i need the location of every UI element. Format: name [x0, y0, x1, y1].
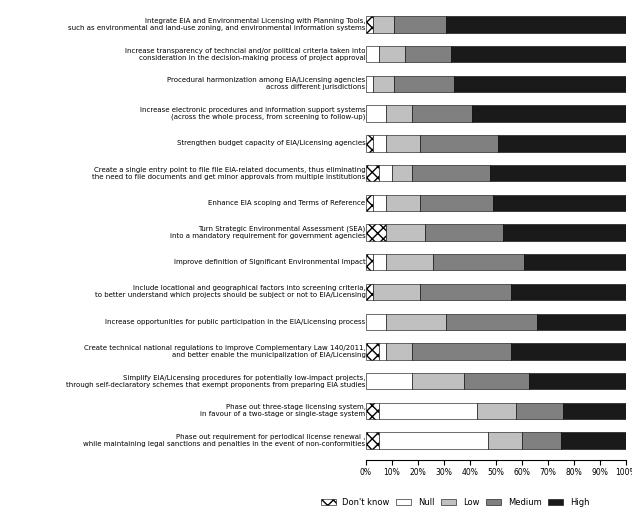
Bar — [446, 16, 626, 33]
Bar — [386, 135, 420, 151]
Bar — [488, 432, 521, 449]
Bar — [386, 195, 420, 211]
Bar — [530, 373, 626, 389]
Bar — [374, 284, 420, 300]
Text: Strengthen budget capacity of EIA/Licensing agencies: Strengthen budget capacity of EIA/Licens… — [177, 141, 365, 146]
Bar — [394, 76, 454, 92]
Text: Increase opportunities for public participation in the EIA/Licensing process: Increase opportunities for public partic… — [106, 319, 365, 324]
Text: Include locational and geographical factors into screening criteria,
to better u: Include locational and geographical fact… — [95, 286, 365, 298]
Bar — [374, 76, 394, 92]
Bar — [365, 165, 379, 181]
Bar — [504, 224, 626, 241]
Bar — [537, 314, 626, 330]
Bar — [516, 403, 563, 419]
Bar — [365, 284, 374, 300]
Bar — [521, 432, 561, 449]
Bar — [365, 135, 374, 151]
Bar — [454, 76, 626, 92]
Bar — [365, 314, 386, 330]
Legend: Don't know, Null, Low, Medium, High: Don't know, Null, Low, Medium, High — [320, 498, 590, 507]
Text: Increase electronic procedures and information support systems
(across the whole: Increase electronic procedures and infor… — [140, 107, 365, 121]
Bar — [365, 432, 379, 449]
Text: Increase transparency of techncial and/or political criteria taken into
consider: Increase transparency of techncial and/o… — [125, 48, 365, 61]
Bar — [365, 16, 374, 33]
Bar — [386, 254, 433, 270]
Bar — [412, 105, 472, 122]
Text: Procedural harmonization among EIA/Licensing agencies
across different jurisdict: Procedural harmonization among EIA/Licen… — [167, 77, 365, 90]
Bar — [477, 403, 516, 419]
Bar — [420, 135, 498, 151]
Bar — [379, 46, 404, 62]
Bar — [386, 224, 425, 241]
Bar — [404, 46, 451, 62]
Bar — [561, 432, 626, 449]
Text: Phase out three-stage licensing system,
in favour of a two-stage or single-stage: Phase out three-stage licensing system, … — [200, 404, 365, 417]
Text: Simplify EIA/Licensing procedures for potentially low-impact projects,
through s: Simplify EIA/Licensing procedures for po… — [66, 375, 365, 388]
Bar — [379, 403, 477, 419]
Bar — [446, 314, 537, 330]
Bar — [412, 343, 511, 360]
Bar — [472, 105, 626, 122]
Bar — [498, 135, 626, 151]
Bar — [493, 195, 626, 211]
Bar — [465, 373, 530, 389]
Bar — [412, 165, 490, 181]
Bar — [365, 373, 412, 389]
Bar — [412, 373, 465, 389]
Bar — [379, 432, 488, 449]
Text: Phase out requirement for periodical license renewal ,
while maintaining legal s: Phase out requirement for periodical lic… — [83, 434, 365, 447]
Bar — [420, 284, 511, 300]
Bar — [451, 46, 626, 62]
Bar — [392, 165, 412, 181]
Bar — [365, 195, 374, 211]
Bar — [374, 254, 386, 270]
Bar — [511, 343, 626, 360]
Bar — [374, 16, 394, 33]
Bar — [365, 254, 374, 270]
Bar — [563, 403, 626, 419]
Bar — [386, 314, 446, 330]
Bar — [374, 135, 386, 151]
Bar — [379, 343, 386, 360]
Bar — [433, 254, 524, 270]
Text: Improve definition of Significant Environmental Impact: Improve definition of Significant Enviro… — [174, 259, 365, 265]
Text: Integrate EIA and Environmental Licensing with Planning Tools,
such as environme: Integrate EIA and Environmental Licensin… — [68, 18, 365, 31]
Bar — [420, 195, 493, 211]
Bar — [386, 105, 412, 122]
Bar — [379, 165, 392, 181]
Text: Create technical national regulations to improve Complementary Law 140/2011,
and: Create technical national regulations to… — [83, 345, 365, 358]
Bar — [386, 343, 412, 360]
Bar — [524, 254, 626, 270]
Text: Create a single entry point to file file EIA-related documents, thus eliminating: Create a single entry point to file file… — [92, 167, 365, 179]
Bar — [511, 284, 626, 300]
Bar — [365, 105, 386, 122]
Bar — [365, 76, 374, 92]
Bar — [394, 16, 446, 33]
Bar — [365, 46, 379, 62]
Bar — [490, 165, 626, 181]
Text: Turn Strategic Environmental Assessment (SEA)
into a mandatory requirement for g: Turn Strategic Environmental Assessment … — [170, 226, 365, 239]
Bar — [374, 195, 386, 211]
Bar — [365, 403, 379, 419]
Bar — [365, 224, 386, 241]
Bar — [365, 343, 379, 360]
Text: Enhance EIA scoping and Terms of Reference: Enhance EIA scoping and Terms of Referen… — [209, 200, 365, 206]
Bar — [425, 224, 504, 241]
